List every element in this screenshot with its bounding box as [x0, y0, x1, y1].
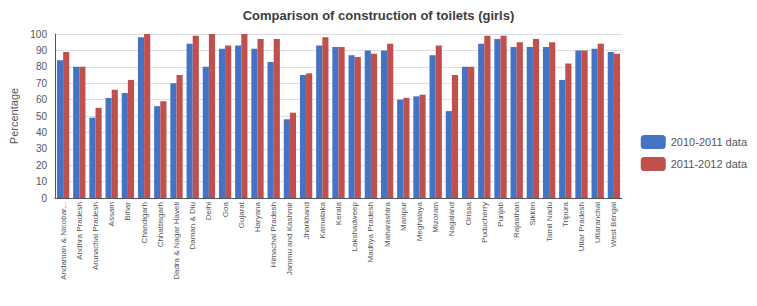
svg-text:Rajasthan: Rajasthan: [512, 202, 521, 238]
svg-text:Meghalaya: Meghalaya: [415, 201, 424, 241]
svg-text:100: 100: [30, 29, 47, 40]
svg-text:Lakshadweep: Lakshadweep: [350, 201, 359, 251]
svg-text:Punjab: Punjab: [496, 201, 505, 226]
svg-text:Maharashtra: Maharashtra: [383, 201, 392, 246]
svg-text:Orissa: Orissa: [464, 201, 473, 225]
svg-text:Andhra Pradesh: Andhra Pradesh: [75, 202, 84, 260]
svg-text:60: 60: [36, 94, 48, 105]
svg-text:80: 80: [36, 61, 48, 72]
svg-text:Madhya Pradesh: Madhya Pradesh: [366, 202, 375, 262]
svg-text:2010-2011 data: 2010-2011 data: [671, 136, 748, 148]
svg-text:Percentage: Percentage: [8, 88, 20, 144]
svg-text:Tripura: Tripura: [561, 201, 570, 227]
svg-text:Chandigarh: Chandigarh: [140, 202, 149, 243]
svg-text:2011-2012 data: 2011-2012 data: [671, 158, 748, 170]
svg-text:Comparison of construction of: Comparison of construction of toilets (g…: [243, 8, 515, 23]
svg-text:Delhi: Delhi: [204, 202, 213, 220]
svg-text:10: 10: [36, 176, 48, 187]
svg-text:Jammu and Kashmir: Jammu and Kashmir: [285, 202, 294, 276]
svg-text:Himachal Pradesh: Himachal Pradesh: [269, 202, 278, 267]
svg-text:Sikkim: Sikkim: [528, 202, 537, 226]
svg-text:Goa: Goa: [221, 201, 230, 217]
svg-text:Karnataka: Karnataka: [318, 201, 327, 238]
svg-text:Chhattisgarh: Chhattisgarh: [156, 202, 165, 247]
svg-text:Assam: Assam: [107, 202, 116, 227]
svg-text:Dadra & Nagar Haveli: Dadra & Nagar Haveli: [172, 202, 181, 280]
svg-text:Andaman & Nicobar...: Andaman & Nicobar...: [59, 202, 68, 280]
svg-text:90: 90: [36, 45, 48, 56]
svg-text:Daman & Diu: Daman & Diu: [188, 202, 197, 250]
svg-text:Kerala: Kerala: [334, 201, 343, 225]
svg-text:70: 70: [36, 78, 48, 89]
svg-text:Arunachal Pradesh: Arunachal Pradesh: [91, 202, 100, 270]
svg-text:Gujarat: Gujarat: [237, 201, 246, 228]
svg-text:20: 20: [36, 160, 48, 171]
svg-text:West Bengal: West Bengal: [609, 202, 618, 247]
svg-text:Bihar: Bihar: [123, 202, 132, 221]
svg-text:0: 0: [41, 193, 47, 204]
svg-text:Tamil Nadu: Tamil Nadu: [545, 202, 554, 242]
svg-text:Uttaranchal: Uttaranchal: [593, 202, 602, 243]
svg-text:30: 30: [36, 143, 48, 154]
svg-text:Mizoram: Mizoram: [431, 202, 440, 233]
svg-text:Nagaland: Nagaland: [447, 202, 456, 236]
svg-text:Uttar Pradesh: Uttar Pradesh: [577, 202, 586, 251]
svg-text:50: 50: [36, 111, 48, 122]
svg-text:Haryana: Haryana: [253, 201, 262, 232]
svg-text:Puducherry: Puducherry: [480, 202, 489, 243]
svg-text:40: 40: [36, 127, 48, 138]
svg-text:Jharkhand: Jharkhand: [302, 202, 311, 239]
svg-text:Manipur: Manipur: [399, 202, 408, 231]
